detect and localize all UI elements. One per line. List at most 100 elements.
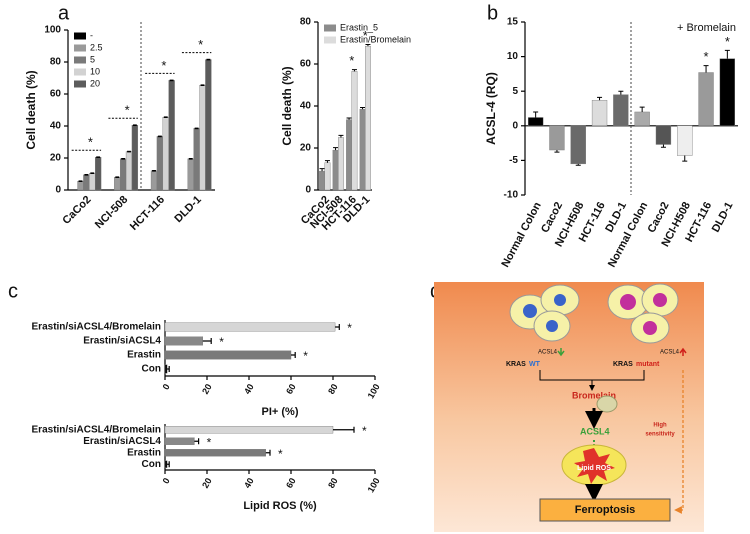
sensitivity-label: High — [653, 423, 667, 429]
ferroptosis-label: Ferroptosis — [575, 504, 636, 516]
y-tick-label: 0 — [55, 185, 61, 196]
bar — [365, 45, 371, 191]
bar — [125, 151, 133, 191]
x-tick-label: DLD-1 — [172, 194, 203, 225]
bar — [162, 116, 169, 191]
error-bar — [575, 163, 581, 166]
bar — [164, 364, 168, 374]
bar — [719, 58, 736, 126]
kras-label: KRAS — [506, 361, 526, 368]
bar — [359, 108, 366, 191]
y-axis-title: ACSL-4 (RQ) — [484, 72, 498, 145]
connector — [539, 370, 645, 388]
significance-mark: * — [362, 424, 367, 438]
error-bar — [202, 338, 212, 344]
bar — [613, 94, 629, 127]
bar — [187, 158, 194, 191]
x-tick-label: 20 — [200, 476, 214, 490]
y-tick-label: 40 — [300, 101, 312, 112]
x-tick-label: CaCo2 — [60, 194, 93, 227]
error-bar — [333, 147, 339, 151]
y-tick-label: Erastin/siACSL4 — [83, 436, 161, 447]
bar — [655, 125, 672, 145]
ferroptosis-box — [539, 498, 671, 522]
y-axis-title: Cell death (%) — [280, 66, 294, 145]
nucleus — [546, 320, 558, 332]
nucleus — [643, 321, 657, 335]
y-tick-label: Con — [142, 364, 161, 375]
nucleus — [620, 294, 636, 310]
bar — [164, 350, 292, 360]
lipid-ros-label: Lipid ROS — [577, 465, 611, 472]
bar — [164, 449, 267, 457]
significance-mark: * — [161, 58, 166, 73]
error-bar — [682, 155, 688, 162]
x-tick-label: 0 — [161, 476, 172, 485]
bar — [164, 336, 203, 346]
error-bar — [324, 160, 330, 163]
x-tick-label: NCI-508 — [93, 194, 130, 231]
x-tick-label: HCT-116 — [128, 194, 167, 233]
bar — [591, 99, 608, 126]
diagram: KRAS WT KRAS mutant ACSL4 ACSL4 Bromelai… — [434, 282, 704, 532]
error-bar — [167, 461, 170, 468]
significance-mark: * — [363, 28, 368, 43]
error-bar — [335, 324, 340, 330]
legend-swatch — [74, 44, 86, 52]
y-tick-label: 0 — [305, 185, 311, 196]
y-tick-label: 5 — [512, 86, 518, 97]
panel-label: c — [8, 280, 18, 302]
bar — [131, 124, 139, 191]
bar — [332, 149, 339, 191]
bar — [205, 59, 212, 191]
y-tick-label: Erastin/siACSL4/Bromelain — [32, 424, 161, 435]
x-axis-title: Lipid ROS (%) — [243, 500, 317, 512]
significance-mark: * — [725, 34, 730, 49]
significance-mark: * — [303, 349, 308, 363]
x-tick-label: 100 — [366, 476, 382, 494]
legend-swatch — [74, 68, 86, 76]
bar — [634, 111, 650, 126]
error-bar — [167, 366, 170, 372]
y-tick-label: -5 — [509, 155, 518, 166]
y-tick-label: 0 — [512, 120, 518, 131]
significance-mark: * — [198, 37, 203, 52]
kras-label: mutant — [636, 361, 660, 368]
y-tick-label: Erastin — [127, 350, 161, 361]
error-bar — [597, 96, 603, 101]
bar — [168, 80, 175, 191]
error-bar — [265, 449, 271, 456]
legend-label: 2.5 — [90, 42, 103, 52]
acsl4-label: ACSL4 — [538, 350, 558, 356]
x-tick-label: 0 — [161, 382, 172, 391]
bar — [89, 172, 96, 191]
bar — [150, 170, 158, 191]
y-tick-label: 80 — [300, 17, 312, 28]
y-tick-label: 10 — [507, 51, 519, 62]
legend-label: 20 — [90, 78, 100, 88]
bar — [164, 437, 195, 445]
bar — [119, 158, 127, 191]
legend-label: 10 — [90, 66, 100, 76]
error-bar — [194, 438, 200, 445]
bar — [164, 426, 334, 434]
significance-mark: * — [88, 135, 93, 150]
sensitivity-label: sensitivity — [645, 432, 675, 438]
bar — [77, 180, 84, 191]
y-tick-label: 80 — [50, 57, 62, 68]
legend-swatch — [324, 36, 336, 44]
panel-label: a — [58, 2, 70, 24]
legend-label: + Bromelain — [677, 22, 736, 34]
y-tick-label: 20 — [300, 143, 312, 154]
x-tick-label: DLD-1 — [710, 200, 736, 234]
up-arrow-icon — [679, 347, 687, 356]
error-bar — [554, 150, 560, 153]
significance-mark: * — [278, 447, 283, 461]
mutant-cells — [607, 283, 679, 344]
legend-label: Erastin/Bromelain — [340, 34, 411, 44]
y-tick-label: Erastin — [127, 447, 161, 458]
error-bar — [338, 134, 344, 138]
x-tick-label: 40 — [242, 476, 256, 490]
error-bar — [291, 352, 296, 358]
